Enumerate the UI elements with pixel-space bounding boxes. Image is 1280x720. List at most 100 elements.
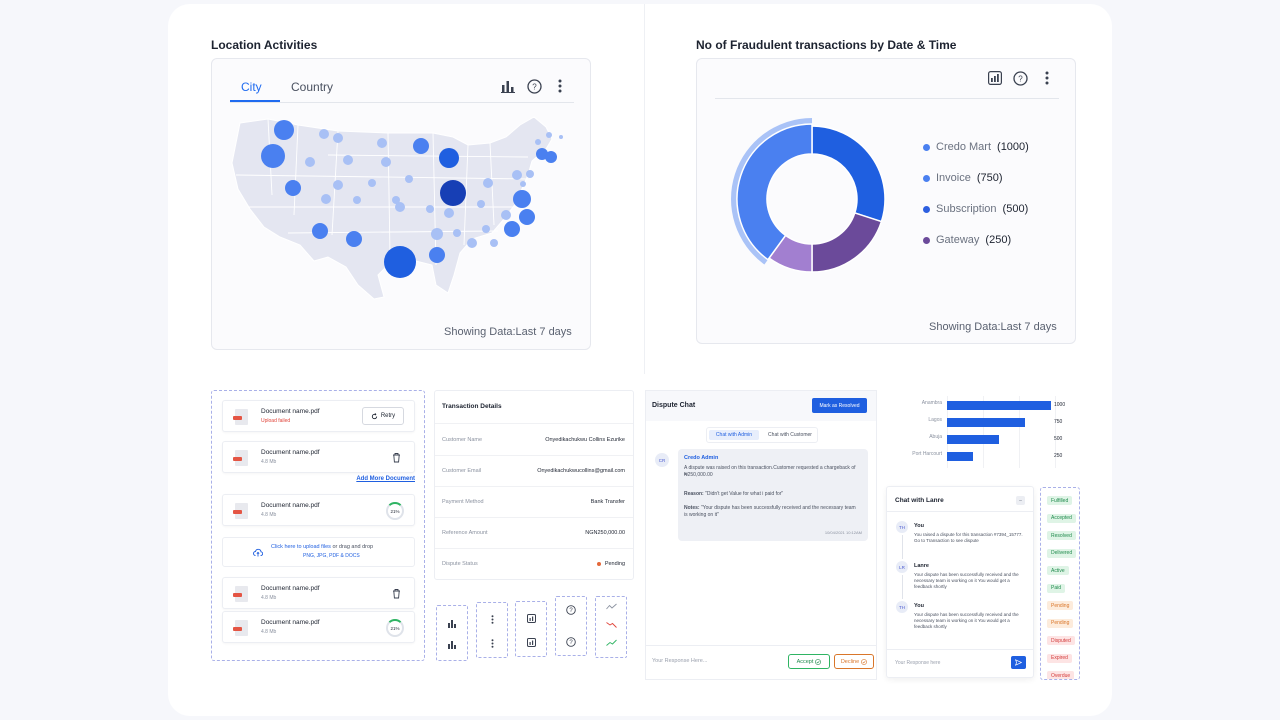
location-marker[interactable] [346,231,362,247]
help-icon[interactable]: ? [566,605,576,615]
chart-icon[interactable] [527,638,536,647]
legend-dot [923,205,930,213]
accept-button[interactable]: Accept [788,654,830,669]
location-marker[interactable] [381,157,391,167]
location-marker[interactable] [429,247,445,263]
location-marker[interactable] [413,138,429,154]
bar [947,452,973,461]
location-marker[interactable] [312,223,328,239]
status-badge: Paid [1047,583,1066,593]
help-icon[interactable]: ? [566,637,576,647]
location-marker[interactable] [395,202,405,212]
response-input[interactable]: Your Response Here... [652,658,708,664]
chart-icon[interactable] [527,614,536,623]
location-marker[interactable] [285,180,301,196]
location-marker[interactable] [520,181,526,187]
chat-response-input[interactable]: Your Response here [895,660,941,666]
message-sender: You [914,603,924,609]
location-marker[interactable] [482,225,490,233]
location-marker[interactable] [319,129,329,139]
bar-label: Abuja [929,434,942,440]
admin-message-bubble: Credo Admin A dispute was raised on this… [678,449,868,541]
minimize-icon[interactable]: – [1016,496,1025,505]
location-marker[interactable] [261,144,285,168]
tab-country[interactable]: Country [291,80,334,94]
location-marker[interactable] [431,228,443,240]
upload-link[interactable]: Click here to upload files [271,544,331,550]
location-marker[interactable] [467,238,477,248]
location-marker[interactable] [392,196,400,204]
location-marker[interactable] [274,120,294,140]
svg-text:?: ? [532,82,537,91]
control-box [515,601,547,657]
bar-chart-icon[interactable] [447,619,457,628]
trash-icon[interactable] [390,587,402,600]
control-box [436,605,468,661]
location-marker[interactable] [483,178,493,188]
more-vertical-icon[interactable] [552,77,568,95]
location-marker[interactable] [477,200,485,208]
donut-slice-invoice[interactable] [811,125,886,223]
location-marker[interactable] [526,170,534,178]
trash-icon[interactable] [390,451,402,464]
location-marker[interactable] [333,133,343,143]
location-marker[interactable] [519,209,535,225]
location-marker[interactable] [305,157,315,167]
retry-button[interactable]: Retry [362,407,404,425]
legend-value: (500) [1002,203,1029,215]
location-marker[interactable] [384,246,416,278]
location-marker[interactable] [513,190,531,208]
location-marker[interactable] [512,170,522,180]
transaction-field-label: Customer Name [442,437,483,443]
donut-slice-subscription[interactable] [811,211,883,273]
pdf-file-icon [233,409,248,425]
upload-dropzone[interactable]: Click here to upload files or drag and d… [222,537,415,567]
location-marker[interactable] [333,180,343,190]
add-more-document-link[interactable]: Add More Document [356,476,415,482]
bar-chart-icon[interactable] [500,77,516,95]
location-marker[interactable] [439,148,459,168]
send-button[interactable] [1011,656,1026,669]
bar-chart-icon[interactable] [447,640,457,649]
donut-slice-credo-mart[interactable] [736,123,813,261]
location-marker[interactable] [559,135,563,139]
location-marker[interactable] [353,196,361,204]
upload-file-types: PNG, JPG, PDF & DOCS [303,553,360,559]
pdf-file-icon [233,620,248,636]
tab-chat-with-admin[interactable]: Chat with Admin [709,430,759,440]
location-marker[interactable] [426,205,434,213]
location-marker[interactable] [535,139,541,145]
location-marker[interactable] [343,155,353,165]
location-marker[interactable] [377,138,387,148]
bar [947,401,1051,410]
transaction-details-title: Transaction Details [442,403,502,410]
avatar: TH [896,601,908,613]
help-icon[interactable]: ? [526,77,542,95]
location-marker[interactable] [440,180,466,206]
tab-city[interactable]: City [241,80,262,94]
help-icon[interactable]: ? [1012,70,1028,86]
more-vertical-icon[interactable] [1039,70,1055,86]
location-tabs: City Country ? [230,77,574,103]
chat-title: Chat with Lanre [895,497,944,504]
location-marker[interactable] [545,151,557,163]
location-marker[interactable] [490,239,498,247]
legend-value: (750) [976,172,1003,184]
more-vertical-icon[interactable] [491,639,494,648]
location-marker[interactable] [321,194,331,204]
location-marker[interactable] [444,208,454,218]
chat-header-divider [887,511,1033,512]
chart-icon[interactable] [987,70,1003,86]
mark-as-resolved-button[interactable]: Mark as Resolved [812,398,867,413]
location-marker[interactable] [501,210,511,220]
decline-button[interactable]: Decline [834,654,874,669]
more-vertical-icon[interactable] [491,615,494,624]
location-marker[interactable] [453,229,461,237]
location-card: City Country ? Showing Data:Last 7 days [211,58,591,350]
tab-chat-with-customer[interactable]: Chat with Customer [768,432,812,438]
status-badge: Overdue [1047,671,1075,679]
location-marker[interactable] [405,175,413,183]
location-marker[interactable] [546,132,552,138]
location-marker[interactable] [504,221,520,237]
location-marker[interactable] [368,179,376,187]
